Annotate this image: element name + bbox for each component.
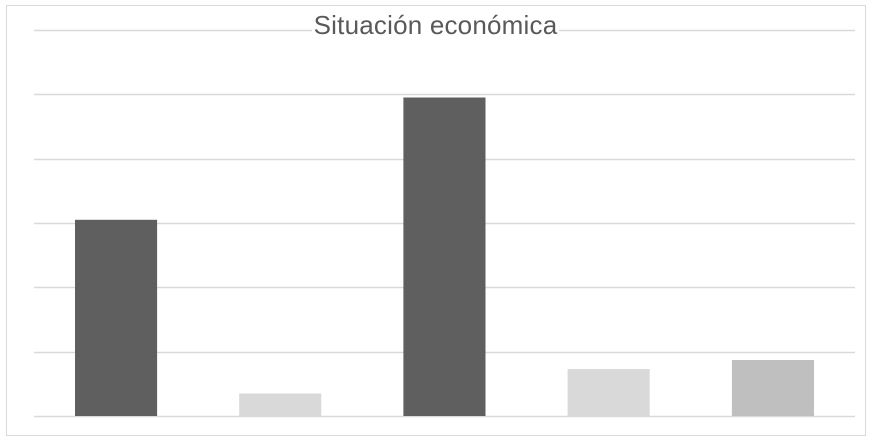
bars [75,97,814,416]
bar-4 [567,369,650,416]
chart-title-wrap: Situación económica [0,10,871,40]
bar-1 [75,219,158,416]
chart-title: Situación económica [311,10,560,40]
bar-3 [403,97,486,416]
bar-5 [731,360,814,416]
bar-2 [239,393,322,416]
